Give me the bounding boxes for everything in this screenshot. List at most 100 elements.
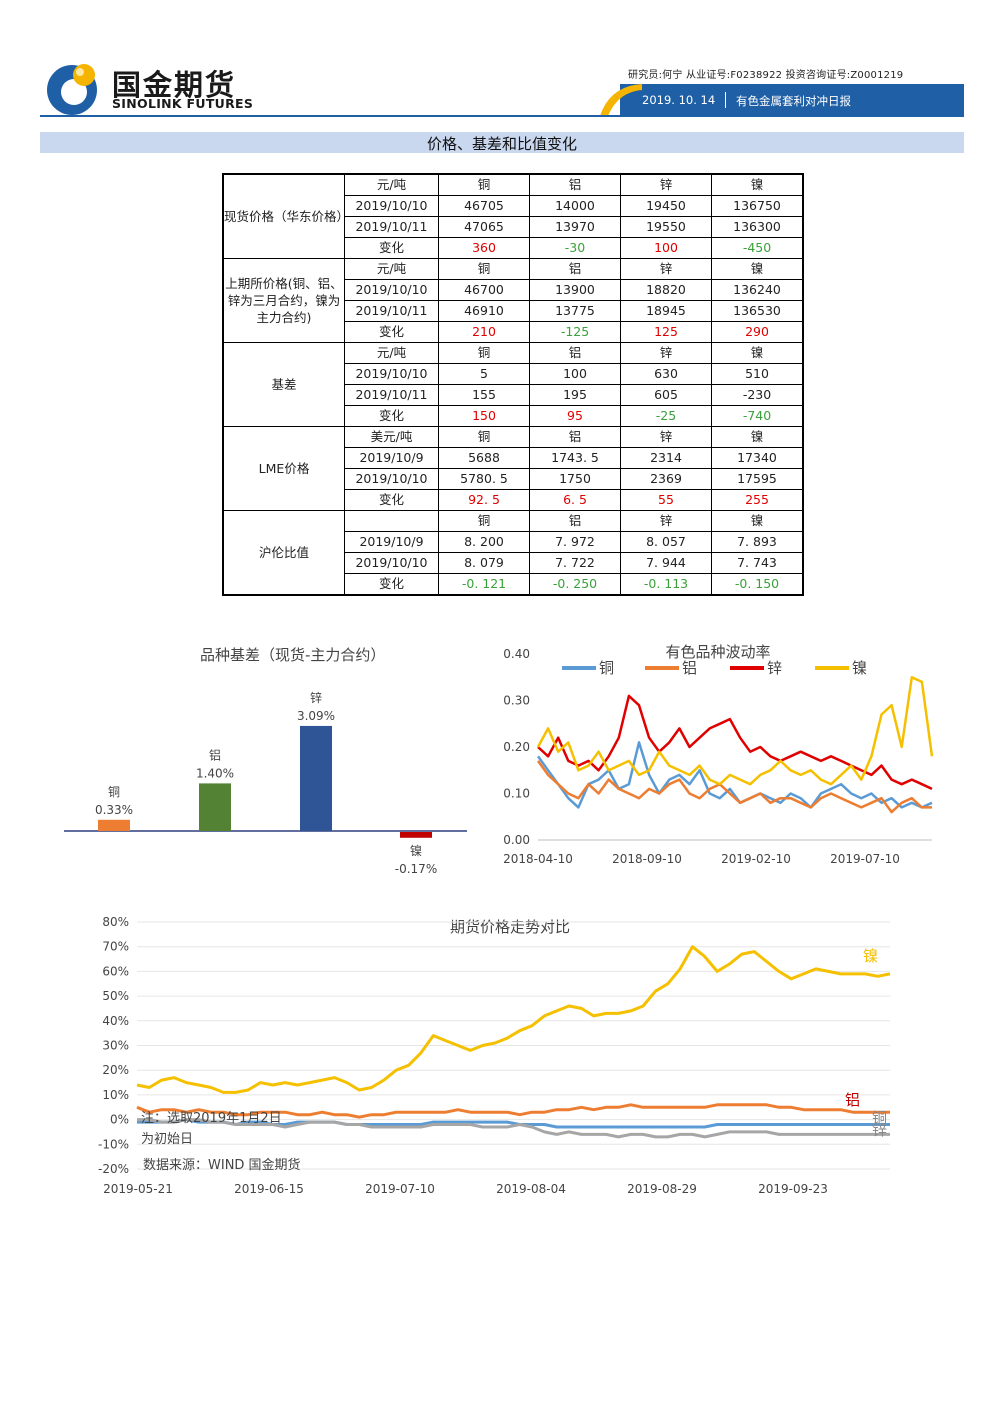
table-cell: 铝 <box>529 510 621 532</box>
table-cell: 125 <box>620 321 712 343</box>
series-line-铜 <box>536 741 933 809</box>
row-label: 美元/吨 <box>344 426 439 448</box>
table-cell: 150 <box>438 405 530 427</box>
table-cell: 46700 <box>438 279 530 301</box>
table-cell: 8. 200 <box>438 531 530 553</box>
table-cell: 19550 <box>620 216 712 238</box>
x-tick-label: 2018-09-10 <box>612 852 682 866</box>
bar-category-label: 铝 <box>209 747 221 762</box>
row-label: 变化 <box>344 237 439 259</box>
table-cell: 13970 <box>529 216 621 238</box>
table-cell: 100 <box>529 363 621 385</box>
table-cell: 100 <box>620 237 712 259</box>
table-cell: 锌 <box>620 173 712 196</box>
report-date: 2019. 10. 14 <box>642 93 716 107</box>
table-cell: 镍 <box>711 342 804 364</box>
x-tick-label: 2019-07-10 <box>365 1182 435 1196</box>
table-cell: 210 <box>438 321 530 343</box>
row-label: 元/吨 <box>344 173 439 196</box>
bar-value-label: -0.17% <box>395 862 437 876</box>
series-end-label: 锌 <box>872 1121 887 1139</box>
y-tick-label: 40% <box>102 1014 129 1028</box>
basis-chart-title: 品种基差（现货-主力合约） <box>200 646 386 664</box>
table-cell: 360 <box>438 237 530 259</box>
banner-divider <box>725 92 726 108</box>
table-cell: 195 <box>529 384 621 406</box>
table-cell: 7. 972 <box>529 531 621 553</box>
y-tick-label: -20% <box>98 1162 129 1176</box>
table-cell: 136750 <box>711 195 804 217</box>
series-line-锌 <box>137 1118 890 1139</box>
table-row: 2019/10/10 8. 079 7. 722 7. 944 7. 743 <box>223 552 804 574</box>
legend-label: 锌 <box>767 659 782 677</box>
row-label: 变化 <box>344 573 439 596</box>
table-cell: 155 <box>438 384 530 406</box>
table-cell: 7. 893 <box>711 531 804 553</box>
series-end-label: 镍 <box>863 947 878 965</box>
table-cell: 8. 057 <box>620 531 712 553</box>
table-cell: 1743. 5 <box>529 447 621 469</box>
table-cell: -30 <box>529 237 621 259</box>
table-cell: 7. 722 <box>529 552 621 574</box>
y-tick-label: -10% <box>98 1137 129 1151</box>
bar-value-label: 1.40% <box>196 766 234 780</box>
x-tick-label: 2019-09-23 <box>758 1182 828 1196</box>
table-cell: 5 <box>438 363 530 385</box>
row-label: 2019/10/9 <box>344 531 439 553</box>
table-cell: -25 <box>620 405 712 427</box>
sinolink-logo-icon <box>47 64 97 115</box>
table-cell: 17595 <box>711 468 804 490</box>
volatility-line-chart: 有色品种波动率 0.40 0.30 0.20 0.10 0.00 2018-04-10 201… <box>503 643 934 866</box>
series-line-锌 <box>537 694 933 791</box>
table-cell: 47065 <box>438 216 530 238</box>
bar-category-label: 锌 <box>310 691 322 705</box>
row-label: 2019/10/10 <box>344 195 439 217</box>
series-line-铝 <box>136 1103 890 1119</box>
brand-name-cn: 国金期货 <box>112 68 237 102</box>
series-line-铝 <box>536 760 932 814</box>
table-row: 变化 -0. 121 -0. 250 -0. 113 -0. 150 <box>223 573 804 596</box>
note-line-1: 注：选取2019年1月2日 <box>141 1111 282 1126</box>
table-cell: 136300 <box>711 216 804 238</box>
table-cell: 1750 <box>529 468 621 490</box>
table-cell: 14000 <box>529 195 621 217</box>
row-label: 2019/10/10 <box>344 468 439 490</box>
group-label: 现货价格（华东价格） <box>222 173 349 259</box>
y-tick-label: 0.10 <box>503 787 530 801</box>
y-tick-label: 60% <box>102 964 129 978</box>
table-cell: 13775 <box>529 300 621 322</box>
table-cell: 55 <box>620 489 712 511</box>
series-end-label: 铝 <box>845 1091 860 1109</box>
table-row: 变化 92. 5 6. 5 55 255 <box>223 489 804 511</box>
row-label: 2019/10/11 <box>344 216 439 238</box>
table-cell: 510 <box>711 363 804 385</box>
table-cell: 5688 <box>438 447 530 469</box>
x-tick-label: 2019-02-10 <box>721 852 791 866</box>
y-tick-label: 20% <box>102 1063 129 1077</box>
table-cell: 46910 <box>438 300 530 322</box>
x-tick-label: 2019-06-15 <box>234 1182 304 1196</box>
table-cell: 13900 <box>529 279 621 301</box>
group-label: LME价格 <box>222 426 345 511</box>
table-cell: 锌 <box>620 258 712 280</box>
table-cell: 18820 <box>620 279 712 301</box>
group-label: 上期所价格(铜、铝、锌为三月合约，镍为主力合约) <box>222 258 345 343</box>
table-cell: -0. 150 <box>711 573 804 596</box>
price-basis-table: 现货价格（华东价格） 元/吨铜铝锌镍 2019/10/10 46705 14000 194… <box>222 173 804 596</box>
y-tick-label: 10% <box>102 1088 129 1102</box>
chart-title: 期货价格走势对比 <box>450 918 570 936</box>
y-tick-label: 70% <box>102 940 129 954</box>
group-label: 基差 <box>222 342 345 427</box>
table-cell: -125 <box>529 321 621 343</box>
row-label: 2019/10/10 <box>344 552 439 574</box>
table-cell: 2369 <box>620 468 712 490</box>
table-cell: -450 <box>711 237 804 259</box>
row-label: 2019/10/10 <box>344 279 439 301</box>
legend-label: 铝 <box>682 659 697 677</box>
bar-category-label: 铜 <box>108 784 120 799</box>
section-bar <box>40 132 964 153</box>
table-cell: -740 <box>711 405 804 427</box>
y-tick-label: 30% <box>102 1039 129 1053</box>
table-row: 变化 360 -30 100 -450 <box>223 237 804 259</box>
table-cell: 镍 <box>711 258 804 280</box>
